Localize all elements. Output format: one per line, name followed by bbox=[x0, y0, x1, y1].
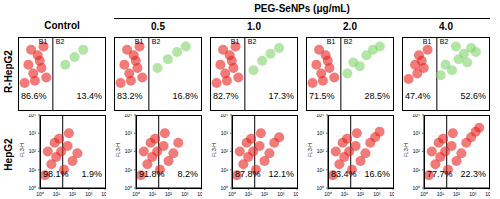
svg-text:10⁴: 10⁴ bbox=[28, 114, 36, 118]
html-text:B1: B1 bbox=[422, 38, 432, 45]
html-text:B1: B1 bbox=[38, 38, 48, 45]
svg-text:10¹: 10¹ bbox=[341, 191, 349, 197]
html-text:17.3%: 17.3% bbox=[268, 91, 294, 101]
html-text:77.7%: 77.7% bbox=[427, 169, 453, 179]
html-text:1.0: 1.0 bbox=[247, 21, 261, 32]
svg-text:10⁰: 10⁰ bbox=[124, 185, 132, 191]
svg-text:10²: 10² bbox=[221, 148, 229, 154]
html-text:FL3-H: FL3-H bbox=[19, 142, 25, 157]
svg-text:10³: 10³ bbox=[413, 130, 421, 136]
html-text:Control: Control bbox=[44, 20, 80, 31]
svg-text:10⁰: 10⁰ bbox=[324, 191, 332, 197]
svg-text:10¹: 10¹ bbox=[221, 167, 229, 173]
svg-text:10⁴: 10⁴ bbox=[197, 191, 202, 197]
svg-text:10⁰: 10⁰ bbox=[36, 191, 44, 197]
svg-text:10¹: 10¹ bbox=[437, 191, 445, 197]
svg-text:10³: 10³ bbox=[469, 191, 477, 197]
html-text:87.8%: 87.8% bbox=[235, 169, 261, 179]
html-text:12.1%: 12.1% bbox=[268, 169, 294, 179]
svg-text:10¹: 10¹ bbox=[29, 167, 37, 173]
html-text:28.5%: 28.5% bbox=[364, 91, 390, 101]
html-text:B2: B2 bbox=[55, 38, 65, 45]
svg-text:10⁴: 10⁴ bbox=[412, 114, 420, 118]
html-text:8.2%: 8.2% bbox=[177, 169, 198, 179]
svg-text:10³: 10³ bbox=[181, 191, 189, 197]
html-text:HepG2: HepG2 bbox=[2, 138, 14, 171]
html-text:R-HepG2: R-HepG2 bbox=[2, 50, 14, 93]
svg-text:10⁰: 10⁰ bbox=[132, 191, 140, 197]
html-text:16.8%: 16.8% bbox=[172, 91, 198, 101]
svg-text:10²: 10² bbox=[453, 191, 461, 197]
html-text:B2: B2 bbox=[439, 38, 449, 45]
html-text:B1: B1 bbox=[230, 38, 240, 45]
svg-text:10⁰: 10⁰ bbox=[28, 185, 36, 191]
svg-text:10³: 10³ bbox=[125, 130, 133, 136]
svg-text:10⁰: 10⁰ bbox=[420, 191, 428, 197]
html-text:0.5: 0.5 bbox=[151, 21, 165, 32]
svg-text:10¹: 10¹ bbox=[53, 191, 61, 197]
svg-text:10²: 10² bbox=[165, 191, 173, 197]
svg-text:10²: 10² bbox=[357, 191, 365, 197]
html-text:2.0: 2.0 bbox=[343, 21, 357, 32]
svg-text:10⁰: 10⁰ bbox=[412, 185, 420, 191]
svg-text:10³: 10³ bbox=[29, 130, 37, 136]
html-text:22.3%: 22.3% bbox=[460, 169, 486, 179]
html-text:52.6%: 52.6% bbox=[460, 91, 486, 101]
html-text:71.5%: 71.5% bbox=[309, 91, 335, 101]
html-text:1.9%: 1.9% bbox=[81, 169, 102, 179]
svg-text:10⁴: 10⁴ bbox=[293, 191, 298, 197]
html-text:PEG-SeNPs (μg/mL): PEG-SeNPs (μg/mL) bbox=[254, 3, 350, 14]
svg-text:10³: 10³ bbox=[373, 191, 381, 197]
html-text:FL3-H: FL3-H bbox=[115, 142, 121, 157]
html-text:B1: B1 bbox=[134, 38, 144, 45]
svg-text:10¹: 10¹ bbox=[413, 167, 421, 173]
svg-text:10¹: 10¹ bbox=[245, 191, 253, 197]
html-text:83.4%: 83.4% bbox=[331, 169, 357, 179]
svg-text:10⁴: 10⁴ bbox=[124, 114, 132, 118]
html-text:82.7%: 82.7% bbox=[213, 91, 239, 101]
svg-text:10⁴: 10⁴ bbox=[389, 191, 394, 197]
svg-text:10²: 10² bbox=[413, 148, 421, 154]
svg-text:10¹: 10¹ bbox=[125, 167, 133, 173]
svg-text:10³: 10³ bbox=[317, 130, 325, 136]
html-text:98.1%: 98.1% bbox=[43, 169, 69, 179]
html-text:B2: B2 bbox=[343, 38, 353, 45]
html-text:B1: B1 bbox=[326, 38, 336, 45]
html-text:FL3-H: FL3-H bbox=[307, 142, 313, 157]
html-text:4.0: 4.0 bbox=[439, 21, 453, 32]
html-text:47.4%: 47.4% bbox=[405, 91, 431, 101]
html-text:B2: B2 bbox=[151, 38, 161, 45]
html-text:86.6%: 86.6% bbox=[21, 91, 47, 101]
html-text:16.6%: 16.6% bbox=[364, 169, 390, 179]
svg-text:10¹: 10¹ bbox=[149, 191, 157, 197]
svg-text:10⁴: 10⁴ bbox=[101, 191, 106, 197]
svg-text:10²: 10² bbox=[317, 148, 325, 154]
svg-text:10⁰: 10⁰ bbox=[220, 185, 228, 191]
svg-text:10⁰: 10⁰ bbox=[316, 185, 324, 191]
svg-text:10²: 10² bbox=[261, 191, 269, 197]
svg-text:10²: 10² bbox=[125, 148, 133, 154]
svg-text:10¹: 10¹ bbox=[317, 167, 325, 173]
svg-text:10³: 10³ bbox=[85, 191, 93, 197]
svg-text:10⁰: 10⁰ bbox=[228, 191, 236, 197]
html-text:FL3-H: FL3-H bbox=[211, 142, 217, 157]
html-text:91.8%: 91.8% bbox=[139, 169, 165, 179]
html-text:13.4%: 13.4% bbox=[76, 91, 102, 101]
html-text:B2: B2 bbox=[247, 38, 257, 45]
svg-text:10³: 10³ bbox=[221, 130, 229, 136]
svg-text:10⁴: 10⁴ bbox=[220, 114, 228, 118]
html-text:83.2%: 83.2% bbox=[117, 91, 143, 101]
svg-text:10²: 10² bbox=[29, 148, 37, 154]
svg-text:10³: 10³ bbox=[277, 191, 285, 197]
svg-text:10⁴: 10⁴ bbox=[316, 114, 324, 118]
html-text:FL3-H: FL3-H bbox=[403, 142, 409, 157]
svg-text:10²: 10² bbox=[69, 191, 77, 197]
svg-text:10⁴: 10⁴ bbox=[485, 191, 490, 197]
